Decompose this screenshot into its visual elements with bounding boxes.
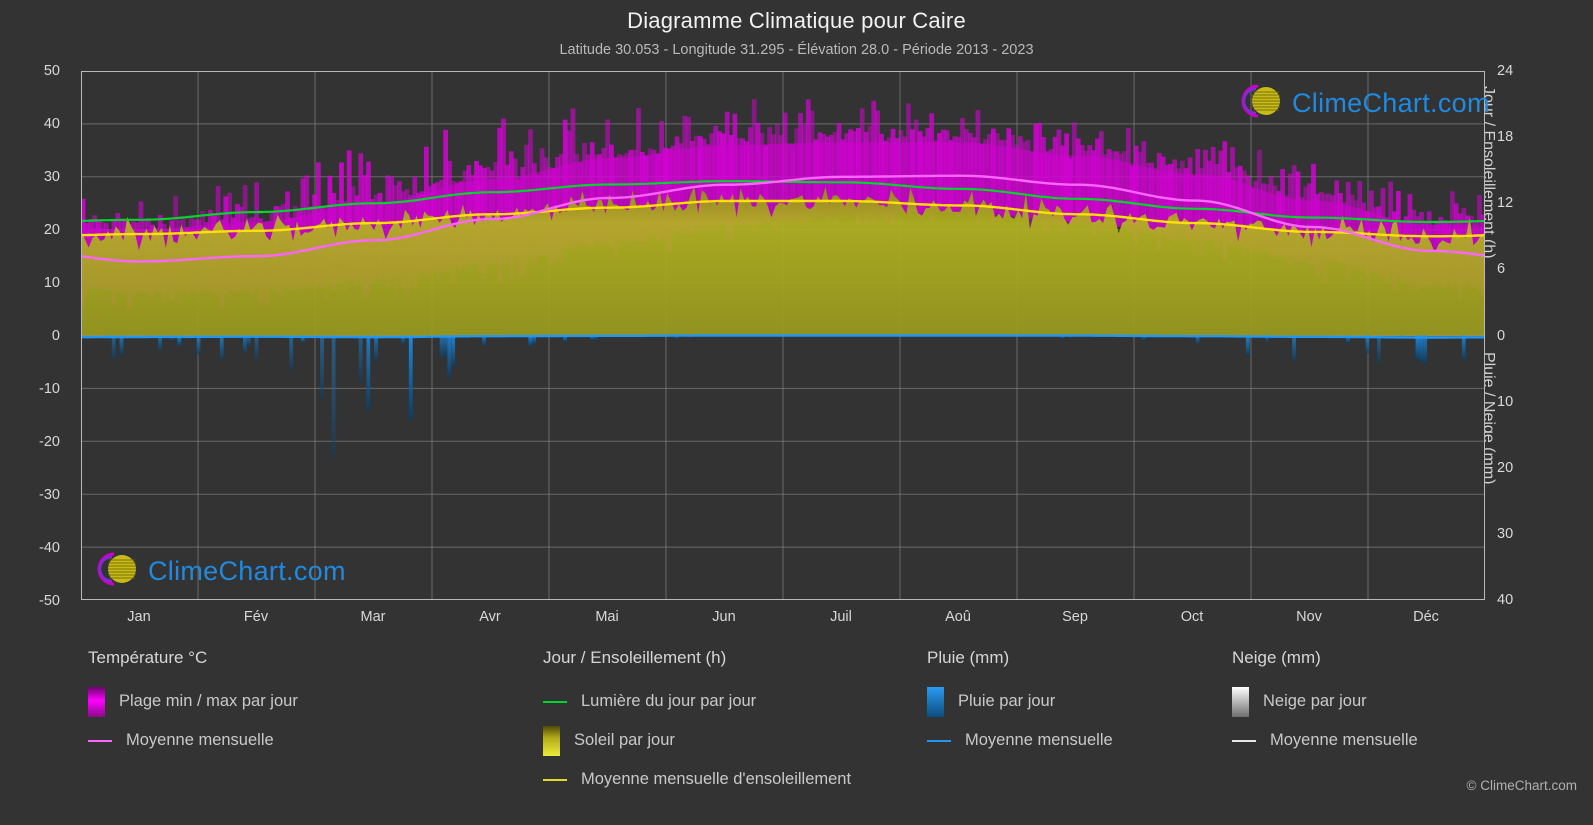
brand-logo-top[interactable]: ClimeChart.com [1232,80,1490,127]
rain-mean-line-icon [927,739,951,742]
y-tick-left: -50 [39,593,60,609]
y-tick-left: 20 [43,222,60,238]
x-tick-jan: Jan [127,609,151,625]
legend-item[interactable]: Moyenne mensuelle [1232,721,1418,760]
copyright-notice: © ClimeChart.com [1466,778,1577,793]
x-tick-nov: Nov [1296,609,1322,625]
y-tick-right-precip: 10 [1497,394,1514,410]
x-tick-oct: Oct [1180,609,1204,625]
x-tick-aou: Aoû [945,609,971,625]
series-lines [81,174,1485,339]
sunshine-area [81,186,1485,336]
legend-item[interactable]: Soleil par jour [543,721,851,760]
legend-item-label: Soleil par jour [574,731,675,749]
plot-canvas [81,71,1485,600]
legend-group-title: Neige (mm) [1232,648,1321,667]
sunshine-swatch-icon [543,725,560,756]
legend-group-title: Pluie (mm) [927,648,1010,667]
y-tick-right-precip: 30 [1497,526,1514,542]
temp-mean-line-icon [88,739,112,742]
y-tick-right-hours: 12 [1497,195,1514,211]
legend-group-daylight: Jour / Ensoleillement (h) Lumière du jou… [543,648,851,799]
legend-item-label: Moyenne mensuelle [1270,731,1418,749]
y-tick-right-hours: 0 [1497,328,1506,344]
sunshine-mean-line-icon [543,778,567,781]
y-tick-left: 0 [51,328,60,344]
y-tick-left: 50 [43,63,60,79]
brand-logo-bottom[interactable]: ClimeChart.com [88,548,346,595]
y-tick-left: 10 [43,275,60,291]
brand-name: ClimeChart.com [148,556,346,586]
y-tick-left: -40 [39,540,60,556]
y-tick-left: 30 [43,169,60,185]
y-tick-left: 40 [43,116,60,132]
y-tick-right-hours: 6 [1497,261,1506,277]
legend-item[interactable]: Moyenne mensuelle [927,721,1113,760]
rain-swatch-icon [927,686,944,717]
chart-subtitle: Latitude 30.053 - Longitude 31.295 - Élé… [559,42,1034,58]
chart-legend: Température °C Plage min / max par jour … [0,648,1593,808]
legend-group-snow: Neige (mm) Neige par jour Moyenne mensue… [1232,648,1418,760]
clime-logo-icon [1232,80,1288,127]
climate-chart-plot[interactable] [81,71,1485,600]
x-tick-sep: Sep [1062,609,1088,625]
legend-item-label: Moyenne mensuelle [126,731,274,749]
y-tick-right-precip: 20 [1497,460,1514,476]
legend-item-label: Neige par jour [1263,692,1367,710]
snow-mean-line-icon [1232,739,1256,742]
legend-group-rain: Pluie (mm) Pluie par jour Moyenne mensue… [927,648,1113,760]
legend-item[interactable]: Neige par jour [1232,682,1418,721]
legend-item-label: Moyenne mensuelle [965,731,1113,749]
legend-group-title: Jour / Ensoleillement (h) [543,648,727,667]
snow-swatch-icon [1232,686,1249,717]
x-tick-mar: Mar [360,609,386,625]
x-tick-juil: Juil [830,609,852,625]
legend-item[interactable]: Moyenne mensuelle d'ensoleillement [543,760,851,799]
y-tick-right-hours: 24 [1497,63,1514,79]
page-title: Diagramme Climatique pour Caire [627,8,966,33]
legend-item-label: Lumière du jour par jour [581,692,757,710]
legend-item[interactable]: Pluie par jour [927,682,1113,721]
legend-group-title: Température °C [88,648,208,667]
x-tick-fev: Fév [243,609,269,625]
y-tick-left: -20 [39,434,60,450]
y-tick-left: -10 [39,381,60,397]
daylight-line-icon [543,700,567,703]
legend-item-label: Moyenne mensuelle d'ensoleillement [581,770,852,788]
legend-group-temperature: Température °C Plage min / max par jour … [88,648,298,760]
x-tick-dec: Déc [1413,609,1439,625]
x-tick-mai: Mai [595,609,619,625]
rain-bars [108,335,1466,458]
legend-item[interactable]: Lumière du jour par jour [543,682,851,721]
legend-item-label: Pluie par jour [958,692,1056,710]
x-tick-avr: Avr [479,609,501,625]
y-tick-right-hours: 18 [1497,129,1514,145]
brand-name: ClimeChart.com [1292,88,1490,118]
y-tick-right-precip: 40 [1497,592,1514,608]
legend-item-label: Plage min / max par jour [119,692,298,710]
legend-item[interactable]: Moyenne mensuelle [88,721,298,760]
y-tick-left: -30 [39,487,60,503]
temp-range-swatch-icon [88,686,105,717]
clime-logo-icon [88,548,144,595]
x-tick-jun: Jun [712,609,736,625]
legend-item[interactable]: Plage min / max par jour [88,682,298,721]
